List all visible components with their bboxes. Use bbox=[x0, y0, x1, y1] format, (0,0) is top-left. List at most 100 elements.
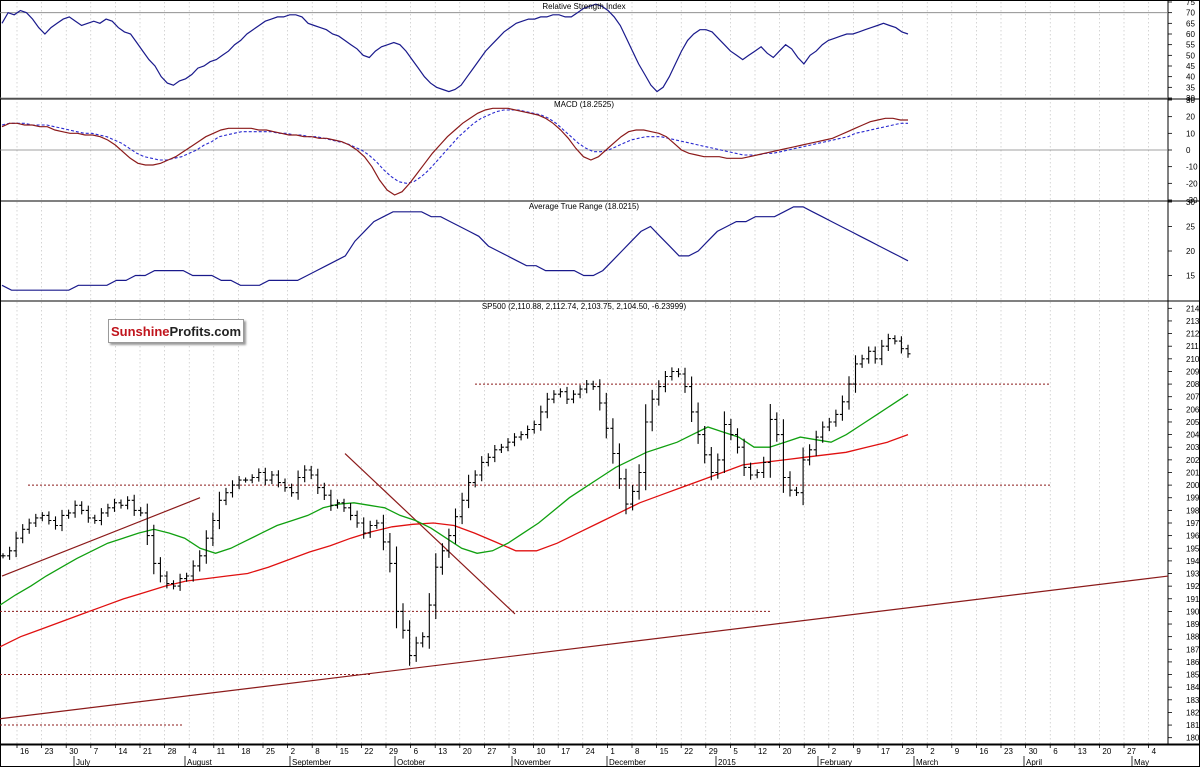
price-bar bbox=[643, 404, 649, 491]
x-date-label: 29 bbox=[709, 747, 718, 756]
y-tick-label: 1990 bbox=[1186, 494, 1200, 503]
x-date-label: 14 bbox=[118, 747, 127, 756]
x-date-label: 3 bbox=[512, 747, 517, 756]
y-tick-label: 2030 bbox=[1186, 443, 1200, 452]
y-tick-label: 40 bbox=[1186, 73, 1195, 82]
price-bar bbox=[328, 489, 334, 511]
x-date-label: 6 bbox=[414, 747, 419, 756]
price-bar bbox=[157, 557, 163, 583]
rsi-line bbox=[1, 3, 909, 93]
x-date-label: 13 bbox=[1078, 747, 1087, 756]
x-month-label: May bbox=[1134, 758, 1149, 767]
price-bar bbox=[33, 513, 39, 527]
x-date-label: 23 bbox=[45, 747, 54, 756]
price-bar bbox=[544, 392, 550, 419]
x-date-label: 26 bbox=[807, 747, 816, 756]
x-month-label: March bbox=[916, 758, 938, 767]
price-bar bbox=[826, 417, 832, 432]
price-bar bbox=[125, 496, 131, 510]
x-date-label: 6 bbox=[1053, 747, 1058, 756]
price-bar bbox=[420, 632, 426, 648]
price-bar bbox=[282, 478, 288, 492]
x-month-label: October bbox=[397, 758, 426, 767]
price-bar bbox=[151, 524, 157, 575]
x-date-label: 13 bbox=[438, 747, 447, 756]
price-bar bbox=[59, 509, 65, 532]
price-bar bbox=[636, 464, 642, 500]
price-bar bbox=[171, 580, 176, 590]
price-bar bbox=[387, 533, 393, 573]
price-bar bbox=[138, 507, 144, 517]
x-date-label: 16 bbox=[20, 747, 29, 756]
price-bar bbox=[538, 405, 544, 431]
price-bar bbox=[571, 390, 576, 404]
price-bar bbox=[361, 517, 367, 539]
price-bar bbox=[184, 572, 190, 582]
price-bar bbox=[702, 426, 708, 464]
y-tick-label: 2110 bbox=[1186, 342, 1200, 351]
x-month-label: November bbox=[514, 758, 551, 767]
price-bar bbox=[66, 509, 72, 519]
price-bar bbox=[892, 335, 898, 345]
price-bar bbox=[466, 474, 472, 509]
x-month-label: February bbox=[820, 758, 852, 767]
price-bar bbox=[203, 530, 209, 564]
y-tick-label: 45 bbox=[1186, 62, 1195, 71]
y-tick-label: -20 bbox=[1186, 179, 1198, 188]
x-date-label: 17 bbox=[881, 747, 890, 756]
x-date-label: 17 bbox=[561, 747, 570, 756]
price-bar bbox=[807, 444, 813, 466]
price-bar bbox=[433, 553, 439, 619]
x-month-label: April bbox=[1026, 758, 1042, 767]
price-bar bbox=[118, 499, 124, 509]
price-bar bbox=[853, 355, 858, 393]
price-bar bbox=[256, 468, 262, 482]
price-bar bbox=[374, 519, 380, 529]
price-bar bbox=[512, 433, 517, 447]
x-date-label: 24 bbox=[586, 747, 595, 756]
y-tick-label: -30 bbox=[1186, 196, 1198, 205]
sma200-line bbox=[0, 433, 909, 648]
price-bar bbox=[98, 508, 104, 526]
y-tick-label: 1850 bbox=[1186, 671, 1200, 680]
price-bar bbox=[85, 505, 91, 523]
y-tick-label: 2020 bbox=[1186, 456, 1200, 465]
y-tick-label: 65 bbox=[1186, 19, 1195, 28]
price-bar bbox=[767, 404, 773, 478]
price-bar bbox=[531, 420, 537, 434]
price-bar bbox=[748, 462, 754, 480]
price-bar bbox=[164, 571, 170, 589]
price-bar bbox=[230, 480, 235, 498]
x-date-label: 21 bbox=[143, 747, 152, 756]
logo-part-sunshine: Sunshine bbox=[110, 323, 170, 339]
price-bar bbox=[603, 392, 609, 439]
y-tick-label: 1950 bbox=[1186, 544, 1200, 553]
price-bar bbox=[630, 485, 636, 511]
x-date-label: 15 bbox=[660, 747, 669, 756]
price-bar bbox=[289, 483, 295, 497]
price-bar bbox=[676, 368, 681, 378]
x-date-label: 1 bbox=[610, 747, 615, 756]
y-tick-label: 30 bbox=[1186, 94, 1195, 103]
price-bar bbox=[92, 514, 98, 524]
x-date-label: 27 bbox=[1127, 747, 1136, 756]
price-bar bbox=[367, 520, 373, 538]
price-bar bbox=[820, 421, 826, 443]
summer-trendline bbox=[1, 497, 201, 577]
x-date-label: 8 bbox=[635, 747, 640, 756]
price-bar bbox=[216, 491, 222, 530]
price-bar bbox=[479, 456, 485, 482]
price-bar bbox=[315, 468, 321, 494]
price-bar bbox=[341, 498, 347, 512]
x-date-label: 4 bbox=[1152, 747, 1157, 756]
price-bar bbox=[761, 456, 767, 478]
price-bar bbox=[564, 386, 570, 404]
x-date-label: 10 bbox=[537, 747, 546, 756]
price-bar bbox=[197, 550, 203, 572]
price-bar bbox=[7, 546, 13, 560]
x-month-label: December bbox=[609, 758, 646, 767]
y-tick-label: 25 bbox=[1186, 223, 1195, 232]
logo-part-profits: Profits.com bbox=[169, 323, 242, 339]
